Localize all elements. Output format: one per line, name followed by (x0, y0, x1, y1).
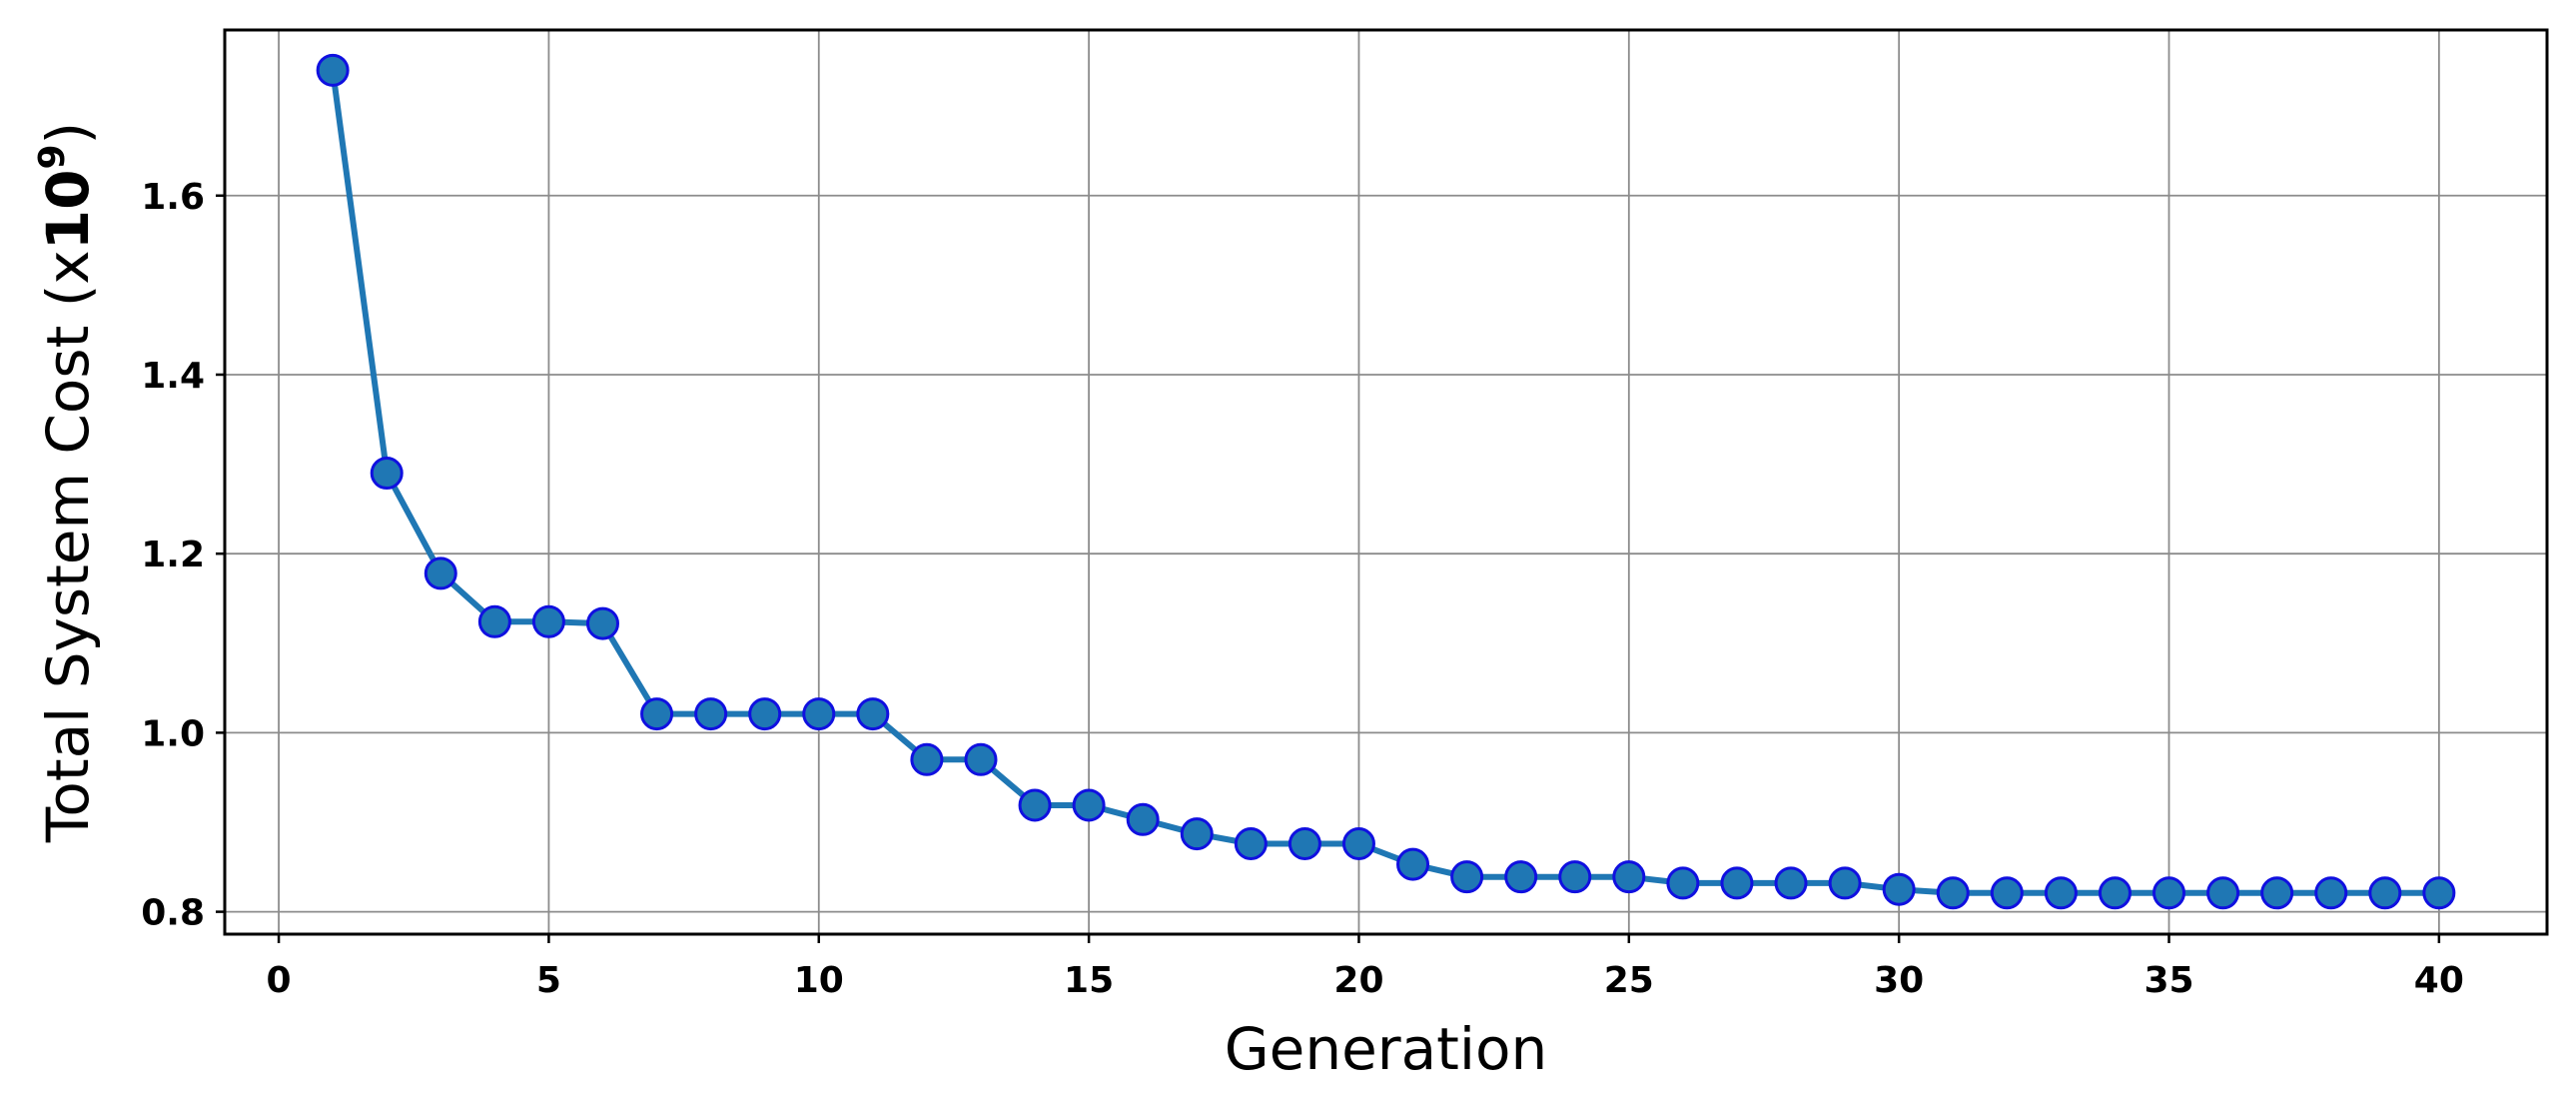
plot-frame (223, 28, 2549, 936)
data-point (1504, 860, 1538, 894)
y-tick-label: 1.0 (141, 713, 205, 754)
x-axis-label: Generation (1225, 1015, 1548, 1083)
data-point (1828, 866, 1862, 900)
data-point (1882, 872, 1916, 906)
data-point (1234, 827, 1268, 860)
data-point (316, 53, 350, 87)
data-point (1558, 860, 1592, 894)
series-total-system-cost (316, 53, 2456, 910)
y-axis-label: Total System Cost (x109) (32, 122, 102, 843)
data-point (1612, 860, 1646, 894)
x-tick-label: 15 (1064, 960, 1114, 1001)
y-axis-label-exponent: 9 (32, 144, 73, 169)
x-axis-ticks: 0 5 10 15 20 25 30 35 40 (267, 934, 2464, 1001)
data-point (477, 604, 511, 638)
data-point (1450, 860, 1484, 894)
data-point (802, 697, 836, 731)
data-point (2044, 876, 2078, 910)
x-tick-label: 0 (267, 960, 292, 1001)
x-tick-label: 30 (1874, 960, 1924, 1001)
x-tick-label: 25 (1604, 960, 1654, 1001)
x-tick-label: 5 (536, 960, 561, 1001)
y-tick-label: 1.4 (141, 356, 205, 397)
data-point (2314, 876, 2348, 910)
data-point (694, 697, 728, 731)
data-point (640, 697, 674, 731)
data-point (424, 556, 457, 590)
grid (225, 30, 2547, 934)
data-point (964, 742, 998, 776)
data-point (1936, 876, 1970, 910)
data-point (370, 457, 404, 491)
y-tick-label: 1.2 (141, 535, 205, 575)
data-point (1396, 847, 1430, 881)
data-point (585, 606, 619, 640)
data-point (910, 742, 944, 776)
data-point (2422, 876, 2456, 910)
data-point (1018, 788, 1052, 822)
data-point (1720, 866, 1754, 900)
y-tick-label: 0.8 (141, 893, 205, 934)
data-point (1180, 817, 1214, 851)
data-point (531, 604, 565, 638)
y-axis-ticks: 0.8 1.0 1.2 1.4 1.6 (141, 177, 225, 934)
data-point (2098, 876, 2132, 910)
data-point (1774, 866, 1808, 900)
data-point (2152, 876, 2186, 910)
y-tick-label: 1.6 (141, 177, 205, 218)
x-tick-label: 40 (2414, 960, 2464, 1001)
data-point (2260, 876, 2294, 910)
data-point (1288, 827, 1321, 860)
x-tick-label: 10 (794, 960, 844, 1001)
data-point (1126, 802, 1160, 836)
y-axis-label-base: 10 (34, 170, 102, 251)
y-axis-label-text: Total System Cost (x (34, 250, 102, 843)
data-point (1072, 788, 1106, 822)
data-point (2368, 876, 2402, 910)
data-point (1990, 876, 2024, 910)
data-point (2206, 876, 2240, 910)
x-tick-label: 35 (2144, 960, 2193, 1001)
data-point (1666, 866, 1700, 900)
y-axis-label-close: ) (34, 122, 102, 145)
x-tick-label: 20 (1333, 960, 1383, 1001)
data-point (856, 697, 890, 731)
data-point (1341, 827, 1375, 860)
series-line (330, 67, 2442, 896)
data-point (748, 697, 782, 731)
